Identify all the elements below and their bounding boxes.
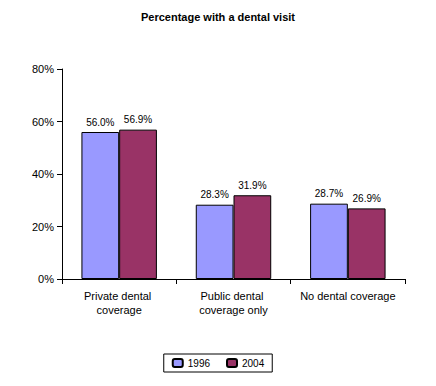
- svg-text:20%: 20%: [32, 221, 54, 233]
- svg-text:56.9%: 56.9%: [124, 114, 152, 125]
- svg-text:coverage only: coverage only: [199, 304, 268, 316]
- svg-text:28.7%: 28.7%: [315, 188, 343, 199]
- svg-text:31.9%: 31.9%: [238, 180, 266, 191]
- svg-text:28.3%: 28.3%: [200, 189, 228, 200]
- svg-text:Public dental: Public dental: [200, 290, 266, 302]
- svg-text:0%: 0%: [38, 273, 54, 285]
- svg-text:coverage: coverage: [97, 304, 142, 316]
- svg-text:26.9%: 26.9%: [353, 193, 381, 204]
- svg-text:80%: 80%: [32, 63, 54, 75]
- svg-text:60%: 60%: [32, 116, 54, 128]
- svg-text:No dental coverage: No dental coverage: [300, 290, 395, 302]
- svg-text:1996: 1996: [188, 358, 211, 369]
- svg-text:56.0%: 56.0%: [86, 117, 114, 128]
- svg-text:40%: 40%: [32, 168, 54, 180]
- svg-text:2004: 2004: [242, 358, 265, 369]
- svg-text:Private dental: Private dental: [84, 290, 154, 302]
- svg-text:Percentage with a dental visit: Percentage with a dental visit: [141, 11, 295, 23]
